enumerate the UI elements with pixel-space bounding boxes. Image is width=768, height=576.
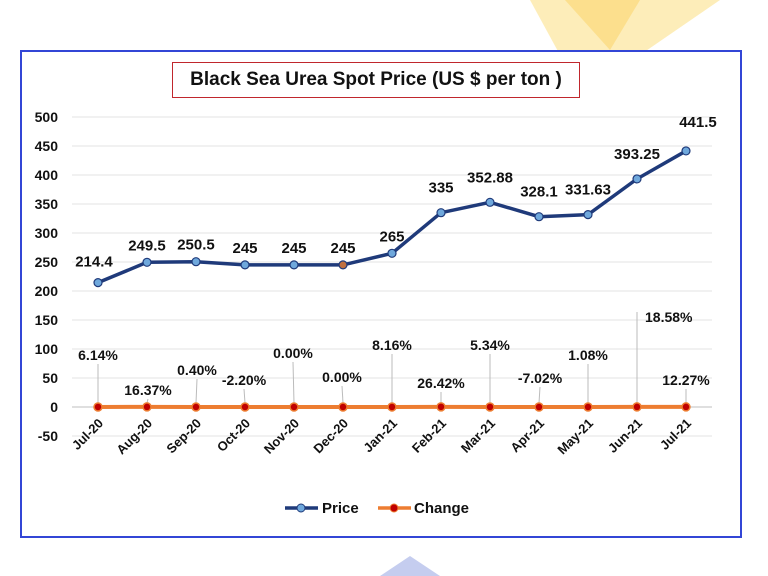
chart-frame (20, 50, 742, 538)
price-data-label: 328.1 (520, 184, 558, 201)
change-marker (191, 402, 201, 412)
change-marker (387, 402, 397, 412)
change-data-label: 0.40% (177, 362, 217, 378)
change-marker (338, 402, 348, 412)
change-data-label: 1.08% (568, 347, 608, 363)
change-marker (142, 402, 152, 412)
change-marker (681, 402, 691, 412)
y-tick-label: 0 (50, 399, 58, 415)
change-marker (583, 402, 593, 412)
price-marker (387, 248, 397, 258)
change-data-label: 6.14% (78, 347, 118, 363)
price-marker (485, 197, 495, 207)
change-leader-line (195, 378, 198, 404)
price-marker (436, 208, 446, 218)
x-tick-label: Jul-20 (69, 416, 106, 453)
x-tick-label: Apr-21 (507, 416, 547, 456)
y-tick-label: 150 (35, 312, 59, 328)
y-tick-label: 50 (42, 370, 58, 386)
change-data-label: 0.00% (322, 369, 362, 385)
price-marker (583, 210, 593, 220)
change-leader-line (243, 388, 246, 404)
price-data-label: 245 (281, 240, 306, 257)
change-data-label: 18.58% (645, 309, 693, 325)
change-marker (632, 402, 642, 412)
price-data-label: 249.5 (128, 237, 166, 254)
blue-deco-shape (380, 556, 440, 576)
price-data-label: 245 (330, 240, 355, 257)
price-marker (632, 174, 642, 184)
y-tick-label: 450 (35, 138, 59, 154)
price-marker (534, 212, 544, 222)
legend-change-label: Change (414, 500, 469, 517)
price-marker (191, 257, 201, 267)
y-tick-label: 200 (35, 283, 59, 299)
price-data-label: 441.5 (679, 114, 717, 131)
change-data-label: 12.27% (662, 372, 710, 388)
change-data-label: -7.02% (518, 370, 563, 386)
price-marker (338, 260, 348, 270)
price-marker (289, 260, 299, 270)
price-line (97, 149, 687, 285)
change-data-label: 0.00% (273, 345, 313, 361)
y-tick-label: 500 (35, 109, 59, 125)
price-data-label: 393.25 (614, 146, 660, 163)
change-marker (485, 402, 495, 412)
change-data-label: 8.16% (372, 337, 412, 353)
price-data-label: 265 (379, 228, 404, 245)
price-data-label: 214.4 (75, 254, 113, 271)
change-data-label: 5.34% (470, 337, 510, 353)
price-data-label: 245 (232, 240, 257, 257)
change-data-label: -2.20% (222, 372, 267, 388)
y-tick-label: 100 (35, 341, 59, 357)
x-tick-label: Jan-21 (360, 416, 400, 456)
legend-change-marker (389, 503, 399, 513)
chart-title: Black Sea Urea Spot Price (US $ per ton … (172, 62, 580, 98)
change-leader-line (341, 385, 344, 404)
y-tick-label: 250 (35, 254, 59, 270)
yellow-deco-shape (565, 0, 640, 50)
legend-price-marker (296, 503, 306, 513)
price-data-label: 250.5 (177, 237, 215, 254)
price-marker (240, 260, 250, 270)
price-data-label: 331.63 (565, 182, 611, 199)
x-tick-label: Jul-21 (657, 416, 694, 453)
change-data-label: 26.42% (417, 375, 465, 391)
change-marker (534, 402, 544, 412)
price-data-label: 352.88 (467, 169, 513, 186)
change-leader-line (538, 386, 541, 404)
change-marker (93, 402, 103, 412)
y-tick-label: 400 (35, 167, 59, 183)
y-tick-label: -50 (38, 428, 58, 444)
change-marker (289, 402, 299, 412)
change-marker (436, 402, 446, 412)
change-marker (240, 402, 250, 412)
y-tick-label: 350 (35, 196, 59, 212)
y-tick-label: 300 (35, 225, 59, 241)
price-marker (93, 278, 103, 288)
price-marker (142, 257, 152, 267)
change-data-label: 16.37% (124, 382, 172, 398)
price-data-label: 335 (428, 180, 453, 197)
legend-price-label: Price (322, 500, 359, 517)
change-leader-line (292, 361, 295, 404)
x-tick-label: Oct-20 (214, 416, 253, 455)
price-marker (681, 146, 691, 156)
